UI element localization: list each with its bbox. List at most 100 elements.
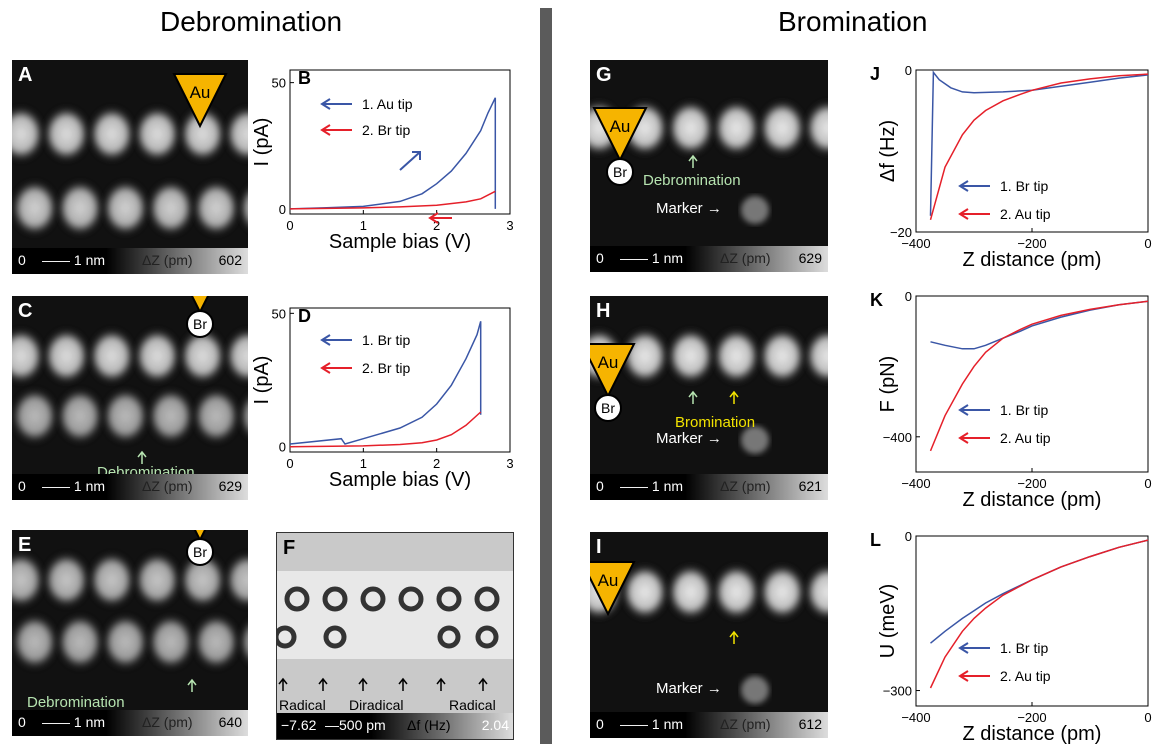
x-tick-label: −200: [1017, 236, 1046, 251]
series-line-1: [289, 321, 482, 445]
afm-ring: [436, 586, 462, 612]
series-line-2: [929, 73, 1149, 220]
legend-label: 2. Br tip: [362, 360, 410, 376]
bar-max: 612: [798, 716, 822, 732]
panel-label: B: [298, 68, 311, 88]
molecule-lobe: [12, 106, 45, 162]
series-line-1: [929, 70, 1149, 216]
bar-min: 0: [596, 478, 604, 494]
marker-text: Marker →: [656, 680, 722, 697]
scale-bar-label: —— 1 nm: [42, 714, 106, 730]
legend-arrow-icon: [958, 404, 990, 416]
series-line-2: [289, 411, 482, 448]
molecule-lobe: [56, 614, 104, 670]
tip-label: Au: [610, 117, 631, 136]
panel-label: L: [870, 530, 881, 550]
panel-label: H: [596, 300, 611, 322]
bar-unit: ΔZ (pm): [142, 478, 193, 494]
x-tick-label: 0: [1144, 476, 1151, 491]
afm-label: Radical: [279, 697, 326, 713]
colorbar: 0 —— 1 nm ΔZ (pm) 612: [590, 712, 828, 738]
bar-unit: Δf (Hz): [407, 717, 451, 733]
molecule-lobe: [101, 614, 150, 670]
legend-arrow-icon: [320, 124, 352, 136]
br-label: Br: [193, 544, 207, 560]
afm-ring: [322, 586, 348, 612]
molecule-lobe: [12, 180, 59, 236]
radical-arrow-icon: [278, 677, 288, 691]
section-title-debromination: Debromination: [160, 6, 343, 37]
panel-label: K: [870, 290, 883, 310]
chart-k: −400 −200 0 0 −400 Z distance (pm) F (pN) K 1. B…: [870, 289, 1152, 511]
debromination-arrow-icon: [688, 390, 698, 404]
legend-label: 2. Au tip: [1000, 668, 1051, 684]
x-tick-label: 3: [506, 218, 513, 233]
stm-image-i: Au: [590, 561, 828, 704]
molecule-lobe: [666, 328, 715, 384]
x-tick-label: 0: [286, 456, 293, 471]
molecule-lobe: [224, 552, 248, 608]
scale-bar-label: —— 1 nm: [620, 716, 684, 732]
y-axis-label: F (pN): [877, 356, 899, 413]
y-axis-label: I (pA): [251, 118, 273, 167]
legend-arrow-icon: [320, 98, 352, 110]
bar-max: 621: [798, 478, 822, 494]
legend-arrow-icon: [958, 180, 990, 192]
au-tip-icon: [590, 343, 636, 399]
panel-label: F: [283, 537, 296, 559]
panel-label: D: [298, 306, 311, 326]
stm-image-g: Au Br: [590, 100, 828, 224]
stm-panel-h: Au Br H Bromination Marker → 0 —— 1 nm ΔZ (pm) 6…: [590, 296, 828, 500]
molecule-lobe: [712, 100, 761, 156]
afm-ring: [437, 625, 461, 649]
molecule-lobe: [804, 564, 828, 620]
x-axis-label: Sample bias (V): [329, 231, 471, 253]
molecule-lobe: [147, 388, 195, 444]
x-tick-label: −200: [1017, 476, 1046, 491]
molecule-lobe: [88, 106, 136, 162]
bromination-arrow-icon: [729, 390, 739, 404]
colorbar: 0 —— 1 nm ΔZ (pm) 629: [590, 246, 828, 272]
panel-label: A: [18, 64, 33, 86]
molecule-lobe: [179, 106, 227, 162]
x-tick-label: 0: [286, 218, 293, 233]
x-axis-label: Z distance (pm): [963, 489, 1102, 511]
panel-label: J: [870, 64, 880, 84]
chart-frame: [289, 307, 511, 453]
au-tip-icon: [590, 561, 636, 617]
radical-arrow-icon: [398, 677, 408, 691]
scale-bar-label: —— 1 nm: [42, 252, 106, 268]
bar-min: 0: [596, 716, 604, 732]
radical-arrow-icon: [318, 677, 328, 691]
molecule-lobe: [12, 328, 45, 384]
molecule-lobe: [147, 614, 195, 670]
x-tick-label: 2: [433, 218, 440, 233]
br-label: Br: [193, 316, 207, 332]
br-atom-icon: [186, 310, 214, 338]
bar-min: 0: [18, 478, 26, 494]
series-line-1: [930, 300, 1149, 350]
panel-label: G: [596, 64, 612, 86]
au-tip-icon: [190, 296, 210, 315]
marker-text: Marker →: [656, 200, 722, 217]
y-axis-label: Δf (Hz): [877, 120, 899, 182]
y-tick-label: −300: [883, 684, 912, 699]
chart-l: −400 −200 0 0 −300 Z distance (pm) U (meV) L 1. …: [870, 529, 1152, 744]
molecule-lobe: [12, 388, 59, 444]
afm-panel-f: Radical Diradical Radical F −7.62 —500 pm Δf (…: [276, 532, 514, 740]
molecule-lobe: [192, 388, 240, 444]
series-line-2: [289, 190, 496, 210]
molecule-lobe: [712, 564, 761, 620]
molecule-lobe: [238, 185, 248, 231]
y-axis-label: I (pA): [251, 356, 273, 405]
tip-label: Au: [598, 353, 619, 372]
panel-label: C: [18, 300, 33, 322]
molecule-lobe: [56, 388, 104, 444]
legend-label: 2. Br tip: [362, 122, 410, 138]
legend-arrow-icon: [320, 362, 352, 374]
sweep-back-arrow-icon: [428, 212, 452, 224]
scale-bar-label: —— 1 nm: [620, 478, 684, 494]
x-axis-label: Z distance (pm): [963, 723, 1102, 744]
